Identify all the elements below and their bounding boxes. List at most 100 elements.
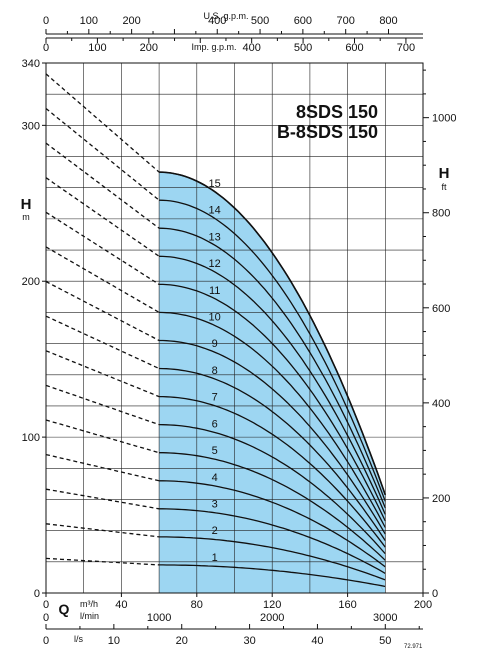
- impgpm-axis-label: Imp. g.p.m.: [191, 42, 236, 52]
- x-lmin-tick-label: 1000: [147, 612, 171, 624]
- impgpm-axis: Imp. g.p.m. 0 100 200 400 500 600 700: [43, 37, 423, 54]
- stage-curve-1: [159, 564, 386, 588]
- stage-label-11: 11: [209, 285, 220, 297]
- stage-curve-5: [159, 452, 386, 561]
- usgpm-axis: U.S. g.p.m. 0 100 200 400 500 600 700 800: [43, 11, 423, 35]
- usgpm-tick-label: 800: [379, 15, 397, 27]
- stage-curve-dashed-11: [45, 211, 160, 285]
- x-ls-tick-label: 0: [43, 635, 49, 647]
- x-main-tick-label: 200: [414, 599, 432, 611]
- stage-curve-dashed-14: [45, 107, 160, 201]
- stage-curve-dashed-1: [45, 557, 160, 566]
- y-left-tick-label: 0: [34, 588, 40, 600]
- impgpm-tick-label: 200: [140, 42, 158, 54]
- x-lmin-tick-label: 2000: [260, 612, 284, 624]
- usgpm-tick-label: 100: [80, 15, 98, 27]
- stage-label-3: 3: [212, 499, 218, 511]
- x-lmin-tick-label: 0: [43, 612, 49, 624]
- stage-curve-4: [159, 480, 386, 568]
- max-stage-envelope-line: [159, 171, 387, 496]
- x-ls-tick-label: 30: [243, 635, 255, 647]
- impgpm-tick-label: 600: [345, 42, 363, 54]
- stage-label-1: 1: [212, 552, 218, 564]
- stage-label-8: 8: [212, 365, 218, 377]
- y-right-tick-label: 200: [432, 493, 450, 505]
- x-axis-unit-lmin: l/min: [80, 611, 99, 621]
- usgpm-tick-label: 500: [251, 15, 269, 27]
- stage-label-10: 10: [209, 312, 221, 324]
- stage-label-9: 9: [212, 338, 218, 350]
- usgpm-tick-label: 700: [337, 15, 355, 27]
- x-main-tick-label: 40: [115, 599, 127, 611]
- stage-curve-dashed-8: [45, 315, 160, 370]
- y-left-tick-label: 340: [22, 58, 40, 70]
- x-axis-main: Q m³/h l/min 0 40 80 120 160 200 0 1000 2000 300…: [43, 593, 432, 624]
- x-ls-tick-label: 50: [379, 635, 391, 647]
- stage-curve-10: [159, 311, 386, 528]
- stage-label-6: 6: [212, 418, 218, 430]
- stage-curve-7: [159, 395, 386, 548]
- usgpm-tick-label: 200: [122, 15, 140, 27]
- x-main-tick-label: 160: [338, 599, 356, 611]
- stage-curve-14: [159, 199, 386, 502]
- y-right-label: H: [439, 165, 450, 182]
- stage-curve-13: [159, 227, 386, 509]
- usgpm-tick-label: 600: [294, 15, 312, 27]
- x-main-tick-label: 0: [43, 599, 49, 611]
- y-right-tick-label: 400: [432, 398, 450, 410]
- chart-title-line1: 8SDS 150: [296, 102, 378, 122]
- impgpm-tick-label: 500: [294, 42, 312, 54]
- stage-curve-2: [159, 536, 386, 581]
- x-lmin-tick-label: 3000: [373, 612, 397, 624]
- x-axis-ls: l/s 0 10 20 30 40 50: [43, 624, 423, 647]
- stage-label-15: 15: [209, 178, 221, 190]
- stage-curve-dashed-7: [45, 350, 160, 398]
- usgpm-tick-label: 400: [208, 15, 226, 27]
- chart-code: 72.971: [404, 644, 423, 650]
- y-axis-left: H m 0 100 200 300 340: [21, 58, 46, 600]
- y-left-tick-label: 200: [22, 276, 40, 288]
- stage-label-7: 7: [212, 392, 218, 404]
- usgpm-axis-label: U.S. g.p.m.: [203, 11, 248, 21]
- stage-curve-dashed-15: [45, 73, 160, 173]
- impgpm-tick-label: 100: [88, 42, 106, 54]
- stage-curve-dashed-3: [45, 488, 160, 510]
- y-right-tick-label: 0: [432, 588, 438, 600]
- y-left-tick-label: 100: [22, 432, 40, 444]
- stage-curve-dashed-9: [45, 280, 160, 342]
- stage-curve-8: [159, 367, 386, 541]
- stage-curve-6: [159, 423, 386, 555]
- stage-label-4: 4: [212, 472, 218, 484]
- stage-label-14: 14: [209, 205, 221, 217]
- stage-curve-dashed-2: [45, 523, 160, 538]
- y-left-tick-label: 300: [22, 120, 40, 132]
- usgpm-tick-label: 0: [43, 15, 49, 27]
- x-axis-unit-m3h: m³/h: [80, 599, 98, 609]
- impgpm-tick-label: 400: [242, 42, 260, 54]
- x-ls-tick-label: 10: [108, 635, 120, 647]
- y-right-tick-label: 600: [432, 303, 450, 315]
- stage-curve-9: [159, 339, 386, 535]
- stage-curve-dashed-10: [45, 246, 160, 313]
- plot-frame: [45, 62, 424, 594]
- stage-curve-dashed-4: [45, 453, 160, 482]
- y-right-unit: ft: [441, 182, 447, 192]
- x-ls-tick-label: 20: [176, 635, 188, 647]
- x-axis-q-label: Q: [59, 601, 70, 617]
- y-left-unit: m: [22, 212, 30, 222]
- chart-title-line2: B-8SDS 150: [277, 122, 378, 142]
- y-right-tick-label: 1000: [432, 113, 456, 125]
- stage-label-13: 13: [209, 231, 221, 243]
- x-ls-tick-label: 40: [311, 635, 323, 647]
- stage-curve-dashed-12: [45, 177, 160, 257]
- stage-label-2: 2: [212, 525, 218, 537]
- y-left-label: H: [21, 196, 32, 213]
- x-axis-ls-unit: l/s: [74, 634, 84, 644]
- stage-label-12: 12: [209, 258, 221, 270]
- stage-curve-11: [159, 283, 386, 522]
- y-right-tick-label: 800: [432, 208, 450, 220]
- stage-curve-3: [159, 508, 386, 574]
- stage-curve-dashed-6: [45, 384, 160, 426]
